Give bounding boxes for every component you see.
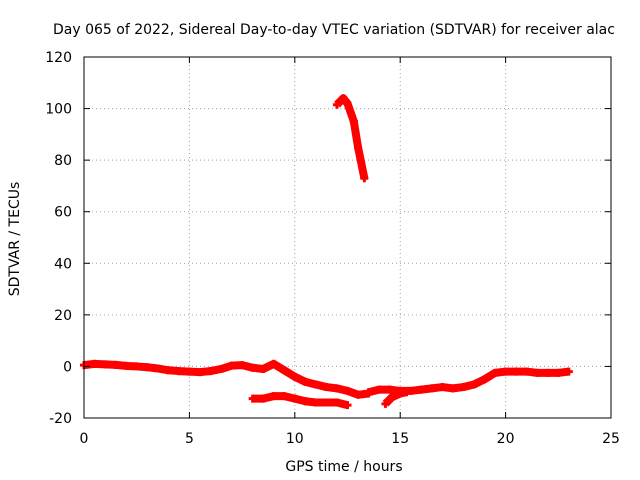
data-point [375, 385, 384, 394]
x-tick-label: 5 [185, 431, 194, 447]
data-point [280, 392, 289, 401]
y-tick-label: 40 [54, 256, 72, 272]
data-point [501, 367, 510, 376]
data-point [248, 394, 257, 403]
data-point [132, 362, 141, 371]
data-point [153, 364, 162, 373]
data-point [332, 398, 341, 407]
data-point [512, 367, 521, 376]
series-track-b [332, 94, 369, 183]
y-tick-label: -20 [49, 411, 72, 427]
data-point [259, 394, 268, 403]
data-point [387, 393, 396, 402]
series-track-e [381, 388, 411, 408]
x-tick-label: 0 [80, 431, 89, 447]
data-point [174, 367, 183, 376]
data-point [402, 388, 411, 397]
data-point [332, 384, 341, 393]
data-point [280, 366, 289, 375]
data-point [354, 143, 363, 152]
data-point [238, 361, 247, 370]
y-tick-label: 60 [54, 205, 72, 221]
data-point [339, 94, 348, 103]
data-point [459, 383, 468, 392]
data-series [80, 94, 573, 410]
chart-title: Day 065 of 2022, Sidereal Day-to-day VTE… [53, 22, 615, 38]
data-point [385, 385, 394, 394]
data-point [206, 367, 215, 376]
y-tick-label: 0 [63, 359, 72, 375]
y-tick-label: 100 [45, 102, 72, 118]
data-point [533, 368, 542, 377]
data-point [438, 383, 447, 392]
data-point [301, 377, 310, 386]
data-point [364, 388, 373, 397]
series-track-a [80, 359, 373, 399]
x-axis-ticks: 0 5 10 15 20 25 [80, 57, 620, 447]
y-tick-label: 120 [45, 50, 72, 66]
data-point [269, 359, 278, 368]
x-tick-label: 25 [602, 431, 620, 447]
data-point [469, 380, 478, 389]
data-point [259, 365, 268, 374]
data-point [195, 368, 204, 377]
y-tick-label: 80 [54, 153, 72, 169]
data-point [349, 117, 358, 126]
y-tick-label: 20 [54, 308, 72, 324]
data-point [417, 385, 426, 394]
series-trace [83, 359, 370, 399]
grid [84, 57, 611, 418]
data-point [185, 367, 194, 376]
data-point [543, 368, 552, 377]
series-trace [334, 94, 369, 179]
data-point [164, 366, 173, 375]
data-point [322, 383, 331, 392]
data-point [354, 390, 363, 399]
data-point [522, 367, 531, 376]
data-point [554, 368, 563, 377]
data-point [360, 174, 369, 183]
data-point [227, 361, 236, 370]
data-point [90, 359, 99, 368]
data-point [564, 367, 573, 376]
data-point [322, 398, 331, 407]
data-point [111, 360, 120, 369]
data-point [343, 401, 352, 410]
plot-frame [83, 56, 612, 419]
x-tick-label: 10 [286, 431, 304, 447]
data-point [269, 392, 278, 401]
series-track-c [248, 392, 352, 410]
data-point [122, 361, 131, 370]
data-point [290, 372, 299, 381]
data-point [343, 99, 352, 108]
data-point [143, 363, 152, 372]
data-point [448, 384, 457, 393]
data-point [101, 360, 110, 369]
data-point [311, 380, 320, 389]
x-tick-label: 15 [391, 431, 409, 447]
series-trace [252, 392, 349, 409]
series-trace [367, 367, 570, 397]
x-tick-label: 20 [497, 431, 515, 447]
data-point [217, 365, 226, 374]
x-axis-label: GPS time / hours [285, 459, 402, 475]
data-point [290, 394, 299, 403]
y-axis-label: SDTVAR / TECUs [7, 182, 23, 297]
data-point [248, 363, 257, 372]
data-point [491, 368, 500, 377]
data-point [427, 384, 436, 393]
data-point [311, 398, 320, 407]
data-point [332, 100, 341, 109]
data-point [301, 397, 310, 406]
data-point [480, 375, 489, 384]
data-point [381, 399, 390, 408]
y-axis-ticks: -20 0 20 40 60 80 100 120 [45, 50, 611, 427]
data-point [343, 386, 352, 395]
